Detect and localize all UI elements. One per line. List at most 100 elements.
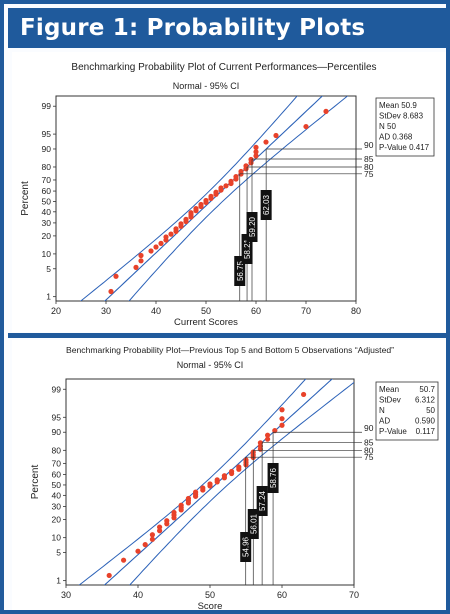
ci-upper-band	[79, 96, 298, 301]
stat-line: Mean 50.9	[379, 101, 417, 110]
reference-percent-label: 90	[364, 423, 374, 433]
data-point	[233, 173, 239, 180]
x-tick-label: 40	[151, 306, 161, 316]
plot-content	[79, 96, 349, 301]
reference-percent-label: 80	[364, 162, 374, 172]
y-tick-label: 99	[42, 101, 52, 111]
data-point	[213, 189, 219, 195]
data-point	[157, 528, 163, 534]
chart-subtitle: Normal - 95% CI	[173, 81, 240, 91]
score-label-box	[267, 463, 279, 493]
y-tick-label: 5	[46, 264, 51, 274]
stat-value: 50.7	[419, 385, 435, 394]
data-point	[243, 163, 249, 169]
y-tick-label: 95	[52, 412, 62, 422]
y-tick-label: 30	[52, 502, 62, 512]
data-point	[121, 557, 127, 563]
data-point	[193, 205, 199, 212]
stat-label: Mean	[379, 385, 399, 394]
reference-percent-label: 75	[364, 169, 374, 179]
y-tick-label: 1	[46, 292, 51, 302]
stat-line: AD 0.368	[379, 133, 413, 142]
score-label: 59.20	[248, 216, 257, 237]
data-point	[106, 572, 112, 579]
data-point	[221, 473, 227, 479]
y-tick-label: 5	[56, 548, 61, 558]
y-tick-label: 70	[52, 458, 62, 468]
data-point	[142, 542, 148, 548]
fit-line	[104, 96, 324, 301]
data-point	[171, 509, 177, 516]
data-point	[273, 132, 279, 139]
y-tick-label: 80	[42, 162, 52, 172]
data-point	[157, 524, 163, 530]
score-label-box	[260, 190, 272, 220]
y-tick-label: 40	[42, 207, 52, 217]
score-label-box	[241, 234, 253, 264]
data-point	[163, 234, 169, 240]
reference-percent-label: 75	[364, 452, 374, 462]
data-point	[218, 185, 224, 191]
stats-box	[375, 381, 439, 441]
y-tick-label: 90	[52, 427, 62, 437]
x-tick-label: 40	[133, 590, 143, 600]
score-label: 56.01	[249, 513, 258, 534]
data-point	[173, 226, 179, 232]
stat-value: 50	[426, 406, 435, 415]
y-tick-label: 1	[56, 576, 61, 586]
y-tick-label: 80	[52, 445, 62, 455]
data-point	[223, 183, 229, 189]
score-label: 58.76	[269, 467, 278, 488]
x-axis-label: Current Scores	[174, 317, 238, 328]
data-point	[265, 432, 271, 438]
x-tick-label: 30	[101, 306, 111, 316]
probability-plot-1: Benchmarking Probability Plot of Current…	[20, 62, 435, 328]
y-tick-label: 30	[42, 218, 52, 228]
y-tick-label: 20	[52, 515, 62, 525]
x-tick-label: 30	[61, 590, 71, 600]
chart-panel-2: Benchmarking Probability Plot—Previous T…	[12, 340, 446, 610]
x-tick-label: 60	[277, 590, 287, 600]
stats-box	[375, 97, 435, 157]
ci-lower-band	[129, 381, 354, 585]
data-point	[193, 489, 199, 495]
plot-content	[78, 379, 354, 585]
y-tick-label: 95	[42, 129, 52, 139]
data-point	[168, 231, 174, 237]
data-point	[158, 240, 164, 246]
chart-subtitle: Normal - 95% CI	[177, 360, 244, 370]
panel-divider	[8, 333, 450, 338]
y-axis-label: Percent	[30, 465, 41, 500]
data-point	[113, 273, 119, 279]
data-point	[108, 288, 114, 295]
data-point	[200, 485, 206, 491]
data-point	[323, 108, 329, 114]
data-point	[253, 149, 259, 155]
stat-value: 0.117	[416, 427, 436, 436]
chart-title: Benchmarking Probability Plot of Current…	[71, 62, 376, 73]
data-point	[208, 193, 214, 199]
score-label: 56.75	[236, 260, 245, 281]
data-point	[185, 495, 191, 502]
x-tick-label: 80	[351, 306, 361, 316]
score-label-box	[246, 212, 258, 242]
stat-label: AD	[379, 417, 390, 426]
data-point	[228, 178, 234, 184]
score-label: 62.03	[262, 194, 271, 215]
data-point	[153, 244, 159, 250]
data-point	[183, 216, 189, 222]
y-tick-label: 60	[42, 186, 52, 196]
data-point	[279, 422, 285, 428]
data-point	[138, 252, 144, 259]
score-label-box	[234, 256, 246, 286]
reference-percent-label: 80	[364, 445, 374, 455]
ci-upper-band	[78, 379, 307, 585]
data-point	[148, 248, 154, 254]
data-point	[301, 391, 307, 398]
data-point	[229, 468, 235, 475]
probability-plot-2: Benchmarking Probability Plot—Previous T…	[30, 345, 439, 610]
y-tick-label: 20	[42, 231, 52, 241]
x-tick-label: 70	[301, 306, 311, 316]
stat-line: P-Value 0.417	[379, 143, 430, 152]
y-tick-label: 50	[42, 196, 52, 206]
